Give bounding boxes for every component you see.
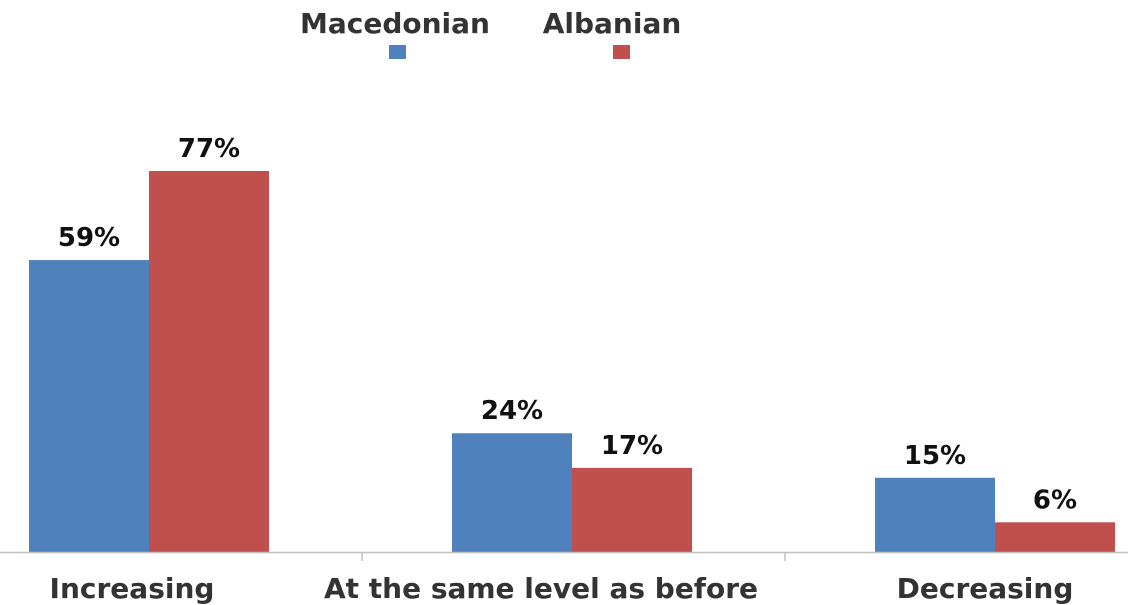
bar-macedonian-1 (452, 433, 572, 552)
data-label-albanian-2: 6% (1033, 485, 1077, 515)
legend-swatch-macedonian (389, 45, 406, 59)
bars (29, 171, 1115, 552)
bar-macedonian-0 (29, 260, 149, 552)
data-label-albanian-0: 77% (178, 134, 240, 164)
category-label-0: Increasing (50, 572, 215, 605)
legend-label-albanian: Albanian (543, 7, 682, 40)
legend: Macedonian Albanian (300, 7, 681, 59)
category-label-2: Decreasing (897, 572, 1074, 605)
category-labels: Increasing At the same level as before Dec… (50, 572, 1074, 605)
bar-albanian-1 (572, 467, 692, 552)
data-labels: 59% 77% 24% 17% 15% 6% (58, 134, 1077, 515)
bar-albanian-0 (149, 171, 269, 552)
legend-label-macedonian: Macedonian (300, 7, 490, 40)
data-label-macedonian-1: 24% (481, 396, 543, 426)
x-axis (0, 551, 1128, 561)
data-label-macedonian-0: 59% (58, 223, 120, 253)
category-label-1: At the same level as before (324, 572, 758, 605)
bar-albanian-2 (995, 522, 1115, 552)
data-label-macedonian-2: 15% (904, 441, 966, 471)
data-label-albanian-1: 17% (601, 431, 663, 461)
legend-swatch-albanian (613, 45, 630, 59)
bar-macedonian-2 (875, 477, 995, 552)
